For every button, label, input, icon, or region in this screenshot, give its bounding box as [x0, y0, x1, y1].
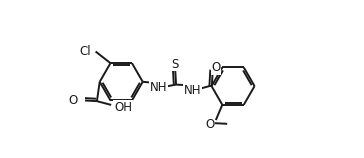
Text: O: O — [211, 61, 221, 74]
Text: NH: NH — [150, 81, 167, 94]
Text: NH: NH — [184, 84, 201, 97]
Text: O: O — [68, 94, 78, 107]
Text: S: S — [171, 58, 179, 71]
Text: OH: OH — [114, 101, 132, 114]
Text: Cl: Cl — [79, 45, 91, 58]
Text: O: O — [205, 118, 214, 131]
